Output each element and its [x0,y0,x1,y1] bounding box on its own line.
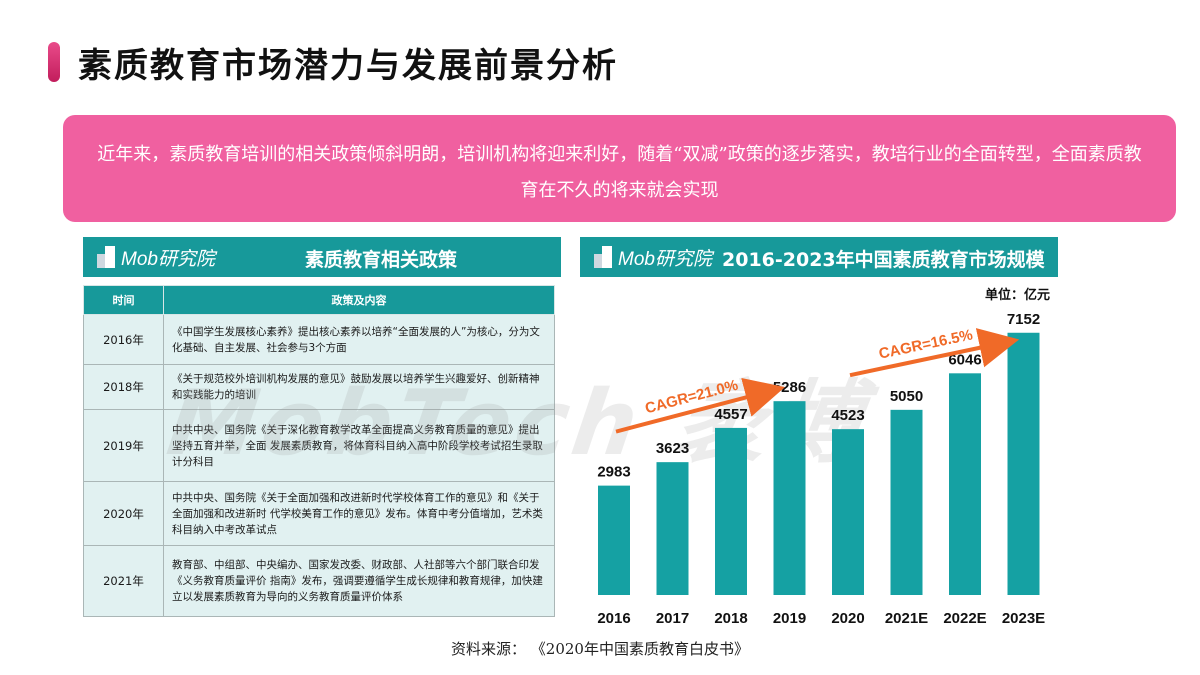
policy-year: 2019年 [83,409,164,482]
policy-section-header: Mob研究院 素质教育相关政策 [83,237,561,277]
value-label-2022E: 6046 [948,351,981,368]
bar-2020 [832,429,864,595]
value-label-2020: 4523 [831,407,864,424]
bar-2017 [656,462,689,595]
column-header-content: 政策及内容 [163,285,555,315]
mob-logo-text: Mob研究院 [618,248,712,270]
page-title: 素质教育市场潜力与发展前景分析 [78,46,618,86]
mob-logo-icon [95,246,117,268]
policy-year: 2021年 [83,545,164,617]
mob-logo-text: Mob研究院 [121,248,215,270]
market-size-chart: 2983 2016 3623 2017 4557 2018 5286 2019 4523 2020… [597,311,1045,627]
policy-table: 时间 政策及内容 2016年 《中国学生发展核心素养》提出核心素养以培养“全面发… [83,285,555,617]
policy-content: 《中国学生发展核心素养》提出核心素养以培养“全面发展的人”为核心，分为文化基础、… [163,314,555,365]
table-row: 2021年 教育部、中组部、中央编办、国家发改委、财政部、人社部等六个部门联合印… [83,545,555,617]
table-row: 2020年 中共中央、国务院《关于全面加强和改进新时代学校体育工作的意见》和《关… [83,481,555,546]
policy-content: 中共中央、国务院《关于全面加强和改进新时代学校体育工作的意见》和《关于全面加强和… [163,481,555,546]
value-label-2023E: 7152 [1007,311,1040,328]
category-label-2023E: 2023E [1002,610,1045,627]
value-label-2018: 4557 [714,406,747,423]
policy-content: 教育部、中组部、中央编办、国家发改委、财政部、人社部等六个部门联合印发《义务教育… [163,545,555,617]
table-row: 2019年 中共中央、国务院《关于深化教育教学改革全面提高义务教育质量的意见》提… [83,409,555,482]
table-row: 2016年 《中国学生发展核心素养》提出核心素养以培养“全面发展的人”为核心，分… [83,314,555,365]
policy-year: 2016年 [83,314,164,365]
bar-2022E [949,373,981,595]
category-label-2018: 2018 [714,610,747,627]
market-section-title: 2016-2023年中国素质教育市场规模 [722,249,1045,271]
mob-logo: Mob研究院 [95,243,215,271]
policy-year: 2020年 [83,481,164,546]
table-header-row: 时间 政策及内容 [83,285,555,315]
mob-logo-icon [592,246,614,268]
bar-2016 [598,485,630,595]
policy-content: 中共中央、国务院《关于深化教育教学改革全面提高义务教育质量的意见》提出坚持五育并… [163,409,555,482]
column-header-time: 时间 [83,285,164,315]
value-label-2019: 5286 [773,379,806,396]
category-label-2022E: 2022E [943,610,986,627]
bar-2021E [890,409,923,595]
policy-content: 《关于规范校外培训机构发展的意见》鼓励发展以培养学生兴趣爱好、创新精神和实践能力… [163,364,555,410]
category-label-2020: 2020 [831,610,864,627]
category-label-2017: 2017 [656,610,689,627]
bar-2018 [715,427,747,595]
title-accent-bar [48,42,60,82]
policy-section-title: 素质教育相关政策 [305,249,458,271]
table-row: 2018年 《关于规范校外培训机构发展的意见》鼓励发展以培养学生兴趣爱好、创新精… [83,364,555,410]
value-label-2021E: 5050 [890,388,923,405]
category-label-2016: 2016 [597,610,630,627]
summary-text: 近年来，素质教育培训的相关政策倾斜明朗，培训机构将迎来利好，随着“双减”政策的逐… [97,144,1142,201]
market-section-header: Mob研究院 2016-2023年中国素质教育市场规模 [580,237,1058,277]
category-label-2021E: 2021E [885,610,928,627]
bar-2019 [773,401,806,595]
value-label-2017: 3623 [656,440,689,457]
cagr-arrow [615,377,785,434]
bar-2023E [1007,332,1040,595]
mob-logo: Mob研究院 [592,243,712,271]
category-label-2019: 2019 [773,610,806,627]
summary-banner: 近年来，素质教育培训的相关政策倾斜明朗，培训机构将迎来利好，随着“双减”政策的逐… [63,115,1176,222]
cagr-arrow [849,328,1020,378]
source-note: 资料来源： 《2020年中国素质教育白皮书》 [451,640,749,658]
chart-unit-label: 单位：亿元 [985,288,1051,303]
value-label-2016: 2983 [597,464,630,481]
policy-year: 2018年 [83,364,164,410]
